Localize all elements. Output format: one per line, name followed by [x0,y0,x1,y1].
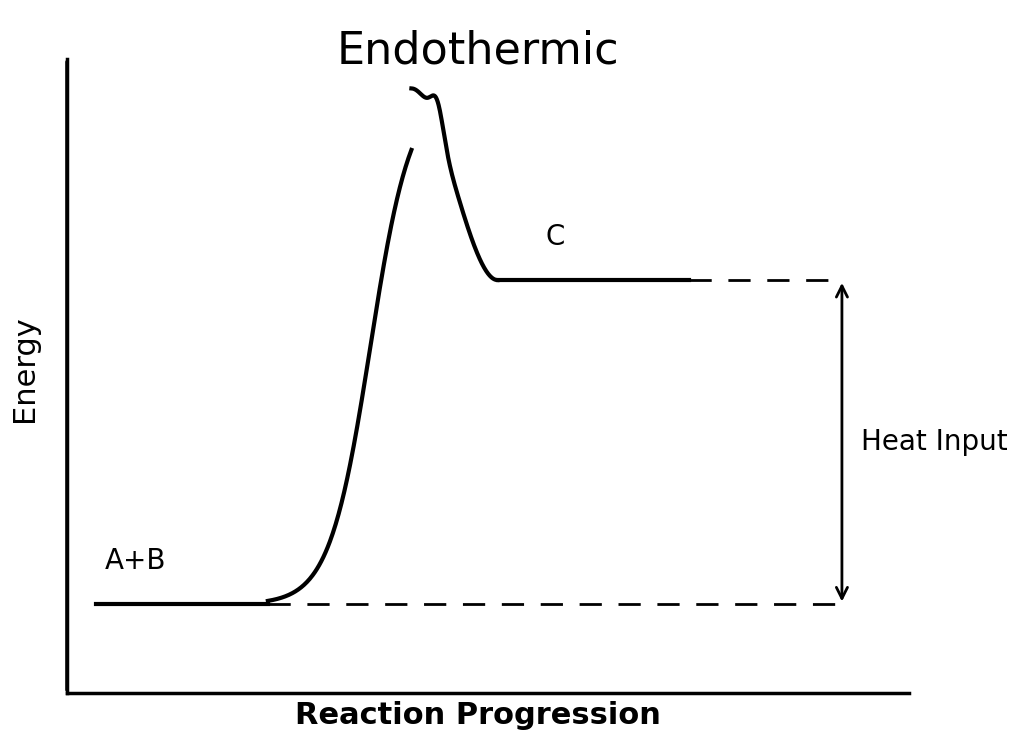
Text: A+B: A+B [105,547,167,575]
Text: C: C [546,223,564,251]
Text: Reaction Progression: Reaction Progression [296,701,662,730]
Text: Energy: Energy [9,315,39,422]
Text: Endothermic: Endothermic [337,29,620,72]
Text: Heat Input: Heat Input [861,428,1008,456]
